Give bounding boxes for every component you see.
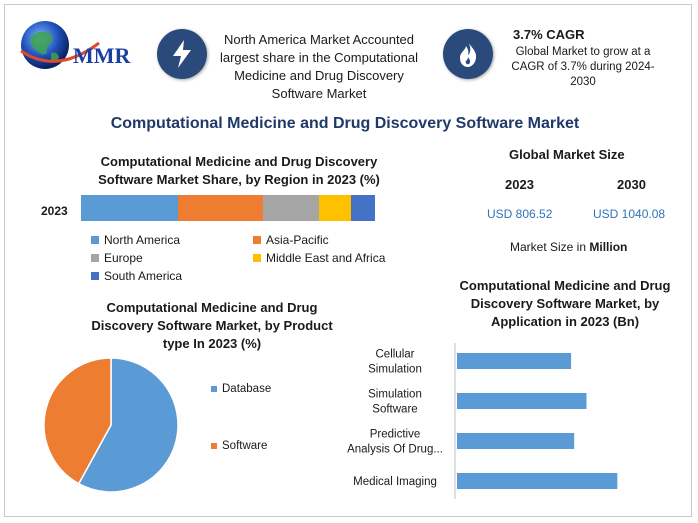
cagr-title: 3.7% CAGR xyxy=(513,27,585,42)
legend-label: Software xyxy=(222,440,268,452)
infographic-frame: MMR North America Market Accounted large… xyxy=(4,4,692,517)
region-legend-item: North America xyxy=(91,233,180,247)
legend-label: Asia-Pacific xyxy=(266,233,329,247)
application-category-label: Software xyxy=(372,404,417,416)
mmr-logo: MMR xyxy=(17,15,145,77)
application-category-label: Medical Imaging xyxy=(353,476,437,488)
legend-swatch xyxy=(211,443,217,449)
legend-swatch xyxy=(253,254,261,262)
main-title: Computational Medicine and Drug Discover… xyxy=(110,115,580,132)
legend-label: Europe xyxy=(104,251,143,265)
region-bar-segment-europe xyxy=(263,195,320,221)
legend-label: North America xyxy=(104,233,181,247)
globe-icon xyxy=(20,21,100,69)
market-size-unit-label: Market Size in Million xyxy=(510,240,627,254)
product-chart-title: Computational Medicine and Drug Discover… xyxy=(91,300,333,351)
legend-label: Middle East and Africa xyxy=(266,251,386,265)
unit-prefix: Market Size in xyxy=(510,240,590,254)
region-stacked-bar xyxy=(81,195,375,221)
legend-swatch xyxy=(91,254,99,262)
application-category-label: Predictive xyxy=(370,429,421,441)
market-value-2023: USD 806.52 xyxy=(487,207,553,221)
application-category-label: Simulation xyxy=(368,364,422,376)
region-note: North America Market Accounted largest s… xyxy=(219,32,418,101)
application-bar xyxy=(457,473,618,489)
application-chart-title: Computational Medicine and Drug Discover… xyxy=(459,278,671,329)
region-bar-segment-asia-pacific xyxy=(178,195,264,221)
logo-text: MMR xyxy=(73,43,131,68)
market-year-2023: 2023 xyxy=(505,177,534,192)
region-bar-segment-south-america xyxy=(351,195,375,221)
application-category-label: Analysis Of Drug... xyxy=(347,444,443,456)
application-bar xyxy=(457,393,587,409)
unit-value: Million xyxy=(589,240,628,254)
pie-slice-database xyxy=(77,357,179,493)
region-legend-item: Europe xyxy=(91,251,143,265)
market-year-2030: 2030 xyxy=(617,177,646,192)
legend-swatch xyxy=(91,236,99,244)
region-legend-item: Asia-Pacific xyxy=(253,233,329,247)
legend-swatch xyxy=(211,386,217,392)
product-legend-item: Software xyxy=(211,440,267,452)
legend-swatch xyxy=(91,272,99,280)
application-category-label: Cellular xyxy=(376,349,415,361)
region-bar-segment-middle-east-and-africa xyxy=(319,195,352,221)
legend-label: Database xyxy=(222,383,272,395)
region-legend-item: Middle East and Africa xyxy=(253,251,385,265)
market-size-title: Global Market Size xyxy=(509,147,625,162)
market-value-2030: USD 1040.08 xyxy=(593,207,666,221)
legend-swatch xyxy=(253,236,261,244)
application-bar-chart: Cellular Simulation Simulation Software Pred… xyxy=(347,343,618,499)
region-year-label: 2023 xyxy=(41,204,68,218)
cagr-text: Global Market to grow at a CAGR of 3.7% … xyxy=(511,46,655,88)
application-category-label: Simulation xyxy=(368,389,422,401)
region-legend-item: South America xyxy=(91,269,182,283)
region-chart-title: Computational Medicine and Drug Discover… xyxy=(98,154,380,187)
product-legend-item: Database xyxy=(211,383,271,395)
lightning-icon xyxy=(157,29,207,79)
application-bar xyxy=(457,353,572,369)
legend-label: South America xyxy=(104,269,183,283)
product-pie-chart xyxy=(43,357,179,493)
region-bar-segment-north-america xyxy=(81,195,179,221)
application-bar xyxy=(457,433,575,449)
flame-icon xyxy=(443,29,493,79)
pie-slice-software xyxy=(43,357,112,485)
